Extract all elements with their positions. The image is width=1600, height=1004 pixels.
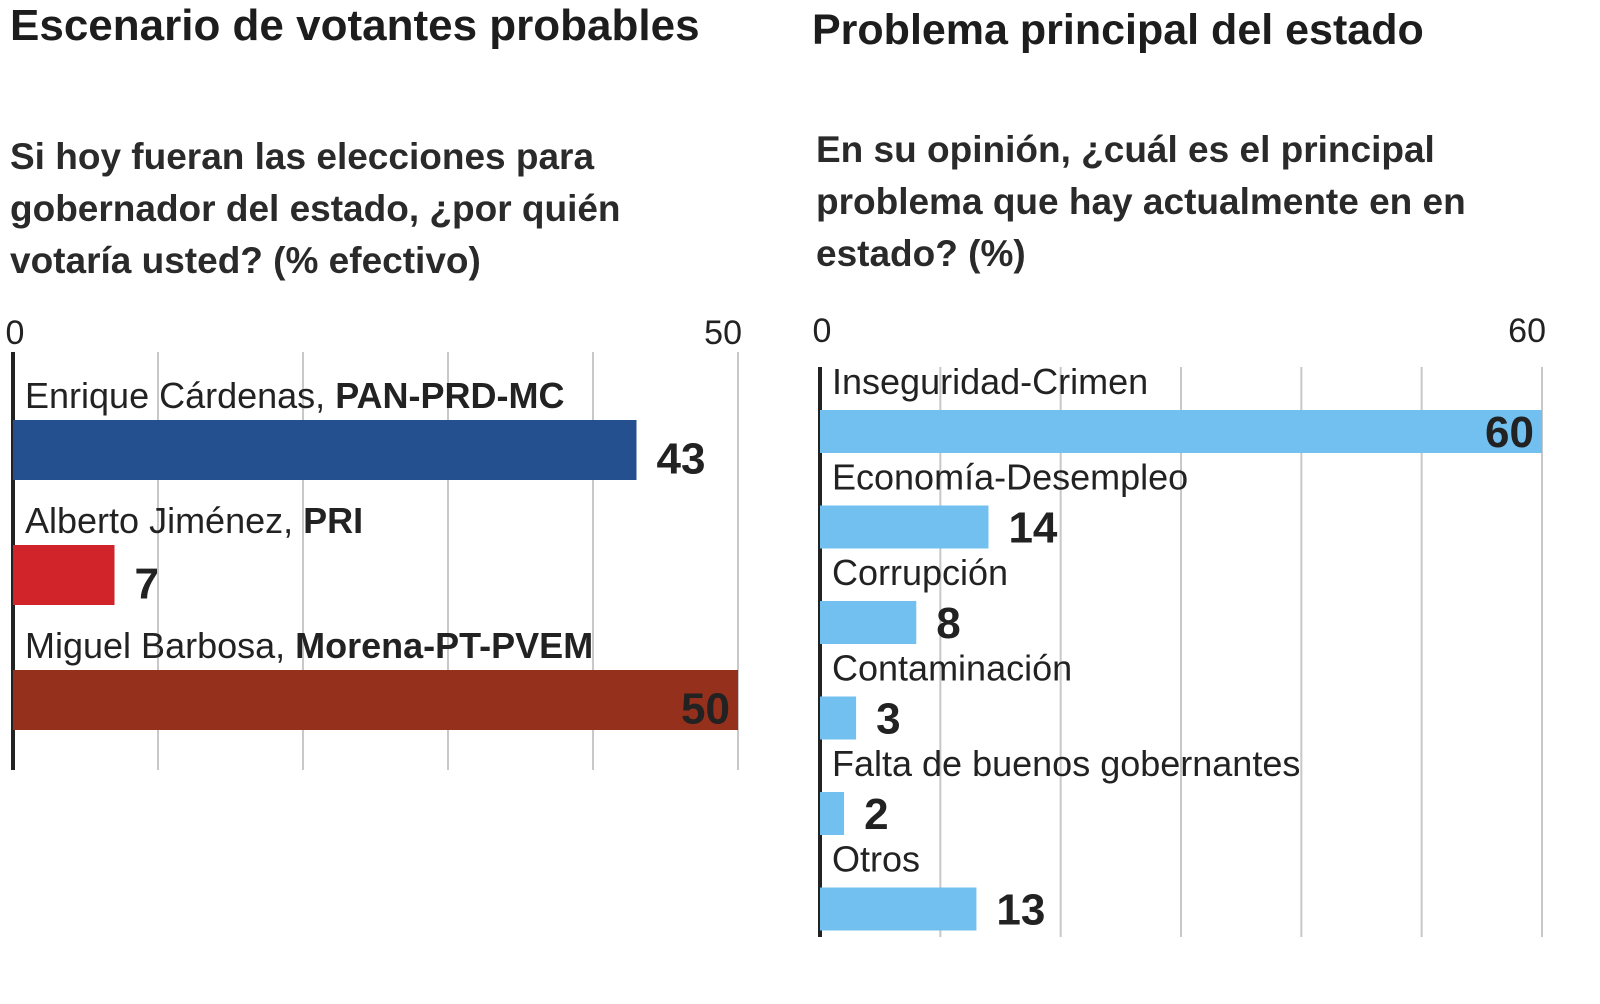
category-name: Inseguridad-Crimen <box>832 361 1148 402</box>
category-label: Corrupción <box>832 552 1008 593</box>
category-name: Corrupción <box>832 552 1008 593</box>
value-label: 14 <box>1008 504 1057 553</box>
category-label: Enrique Cárdenas, PAN-PRD-MC <box>25 375 565 416</box>
bar <box>820 410 1542 453</box>
value-label: 13 <box>996 886 1045 935</box>
category-name: Enrique Cárdenas, <box>25 375 325 416</box>
category-label: Contaminación <box>832 647 1072 688</box>
category-name: Alberto Jiménez, <box>25 500 293 541</box>
category-name: Economía-Desempleo <box>832 456 1188 497</box>
bar <box>13 420 637 480</box>
category-name: Contaminación <box>832 647 1072 688</box>
party-name: Morena-PT-PVEM <box>295 625 593 666</box>
bar <box>13 670 738 730</box>
value-label: 50 <box>681 685 730 734</box>
category-label: Inseguridad-Crimen <box>832 361 1148 402</box>
bar <box>820 792 845 835</box>
category-name: Falta de buenos gobernantes <box>832 743 1300 784</box>
chart-title: Escenario de votantes probables <box>10 1 700 50</box>
category-label: Falta de buenos gobernantes <box>832 743 1300 784</box>
value-label: 2 <box>864 790 888 839</box>
category-label: Miguel Barbosa, Morena-PT-PVEM <box>25 625 593 666</box>
value-label: 3 <box>876 695 900 744</box>
bar <box>820 601 917 644</box>
x-tick-label: 0 <box>813 312 832 350</box>
chart-subtitle: En su opinión, ¿cuál es el principal pro… <box>816 129 1466 274</box>
bar <box>820 505 989 549</box>
category-label: Otros <box>832 838 920 879</box>
party-name: PAN-PRD-MC <box>335 375 564 416</box>
x-tick-label: 50 <box>704 314 742 352</box>
category-name: Otros <box>832 838 920 879</box>
bar <box>13 545 115 605</box>
x-tick-label: 60 <box>1508 312 1546 350</box>
chart-title: Problema principal del estado <box>812 6 1424 54</box>
value-label: 60 <box>1485 408 1534 457</box>
chart-subtitle: Si hoy fueran las elecciones para gobern… <box>10 136 621 281</box>
bar <box>820 887 977 931</box>
category-name: Miguel Barbosa, <box>25 625 285 666</box>
category-label: Economía-Desempleo <box>832 456 1188 497</box>
x-tick-label: 0 <box>6 314 25 352</box>
party-name: PRI <box>303 500 363 541</box>
value-label: 7 <box>135 560 159 609</box>
bar <box>820 696 857 740</box>
value-label: 43 <box>657 435 706 484</box>
category-label: Alberto Jiménez, PRI <box>25 500 363 541</box>
value-label: 8 <box>936 599 960 648</box>
